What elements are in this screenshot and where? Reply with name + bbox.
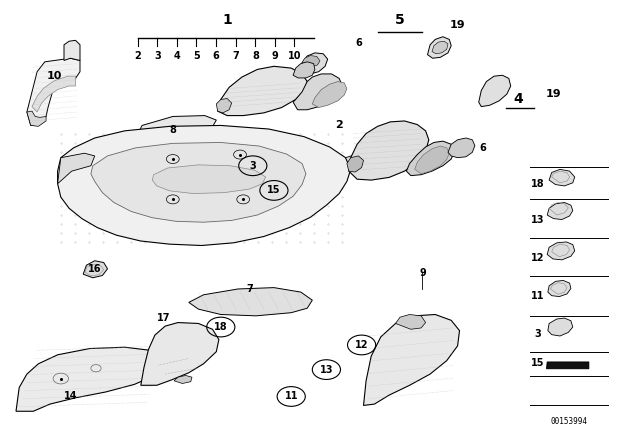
Text: 4: 4 <box>173 51 180 61</box>
Text: 3: 3 <box>154 51 161 61</box>
Polygon shape <box>547 202 573 220</box>
Polygon shape <box>396 314 426 329</box>
Polygon shape <box>83 261 108 278</box>
Polygon shape <box>218 66 307 116</box>
Text: 00153994: 00153994 <box>550 417 588 426</box>
Text: 13: 13 <box>531 215 545 224</box>
Text: 6: 6 <box>355 38 362 47</box>
Polygon shape <box>406 141 454 176</box>
Text: 2: 2 <box>335 121 343 130</box>
Text: 4: 4 <box>513 91 524 106</box>
Polygon shape <box>312 82 347 108</box>
Polygon shape <box>189 288 312 316</box>
Polygon shape <box>293 74 342 110</box>
Text: 10: 10 <box>47 71 62 81</box>
Text: 12: 12 <box>531 253 545 263</box>
Polygon shape <box>133 116 216 146</box>
Polygon shape <box>302 56 320 67</box>
Text: 18: 18 <box>214 322 228 332</box>
Polygon shape <box>479 75 511 107</box>
Polygon shape <box>547 242 575 260</box>
Polygon shape <box>32 76 76 112</box>
Text: 16: 16 <box>88 264 102 274</box>
Polygon shape <box>58 125 351 246</box>
Polygon shape <box>548 280 571 297</box>
Polygon shape <box>415 146 449 174</box>
Text: 9: 9 <box>271 51 278 61</box>
Text: 5: 5 <box>193 51 200 61</box>
Text: 8: 8 <box>252 51 259 61</box>
Polygon shape <box>141 323 219 385</box>
Text: 7: 7 <box>232 51 239 61</box>
Polygon shape <box>548 318 573 336</box>
Polygon shape <box>27 58 80 125</box>
Text: 6: 6 <box>212 51 219 61</box>
Text: 12: 12 <box>355 340 369 350</box>
Text: 17: 17 <box>156 313 170 323</box>
Polygon shape <box>432 41 448 54</box>
Text: 9: 9 <box>419 268 426 278</box>
Polygon shape <box>346 155 366 174</box>
Polygon shape <box>64 40 80 60</box>
Text: 5: 5 <box>395 13 405 27</box>
Polygon shape <box>300 53 328 74</box>
Polygon shape <box>349 121 429 180</box>
Polygon shape <box>27 111 46 126</box>
Text: 1: 1 <box>222 13 232 27</box>
Polygon shape <box>347 156 364 172</box>
Polygon shape <box>16 347 165 411</box>
Polygon shape <box>152 165 266 194</box>
Text: 10: 10 <box>287 51 301 61</box>
Text: 3: 3 <box>250 161 256 171</box>
Text: 7: 7 <box>246 284 253 294</box>
Text: 18: 18 <box>531 179 545 189</box>
Text: 11: 11 <box>531 291 545 301</box>
Text: 11: 11 <box>284 392 298 401</box>
Polygon shape <box>364 314 460 405</box>
Polygon shape <box>91 142 306 222</box>
Text: 13: 13 <box>319 365 333 375</box>
Text: 14: 14 <box>63 392 77 401</box>
Polygon shape <box>174 375 192 383</box>
Polygon shape <box>428 37 451 58</box>
Polygon shape <box>547 362 589 369</box>
Polygon shape <box>293 62 315 78</box>
Polygon shape <box>549 169 575 186</box>
Polygon shape <box>448 138 475 158</box>
Text: 19: 19 <box>450 20 465 30</box>
Polygon shape <box>58 153 95 184</box>
Text: 19: 19 <box>546 89 561 99</box>
Text: 15: 15 <box>531 358 545 368</box>
Text: 6: 6 <box>480 143 486 153</box>
Text: 3: 3 <box>534 329 541 339</box>
Text: 2: 2 <box>134 51 141 61</box>
Text: 8: 8 <box>170 125 176 135</box>
Text: 15: 15 <box>267 185 281 195</box>
Polygon shape <box>216 99 232 113</box>
